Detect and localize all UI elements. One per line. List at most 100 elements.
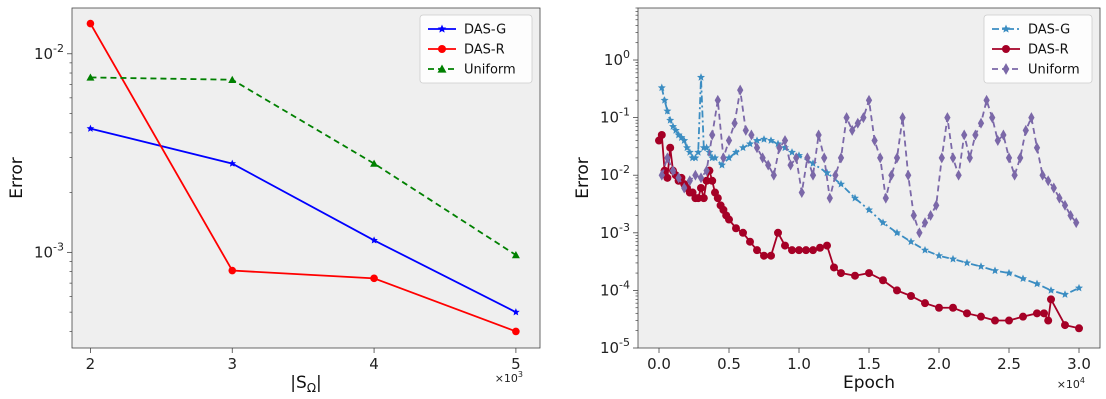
data-point (1011, 169, 1018, 181)
data-point (823, 241, 831, 250)
data-point (1019, 312, 1027, 321)
y-tick-label: 10-3 (600, 221, 630, 242)
series-das-r (86, 19, 520, 336)
data-point (972, 129, 979, 141)
data-point (879, 218, 887, 227)
data-point (977, 312, 985, 321)
series-line (660, 77, 1080, 296)
legend: DAS-G DAS-R Uniform (419, 14, 533, 84)
data-point (963, 258, 971, 267)
data-point (1047, 295, 1055, 304)
data-point (666, 116, 675, 124)
legend-entry: DAS-R (1028, 43, 1069, 58)
x-tick-label: 1.5 (857, 355, 881, 373)
data-point (854, 117, 861, 129)
data-point (843, 112, 850, 124)
data-point (680, 136, 689, 144)
data-point (1061, 321, 1069, 330)
data-point (657, 83, 666, 92)
legend-marker (438, 45, 446, 53)
data-point (921, 245, 929, 254)
data-point (770, 169, 777, 181)
data-point (709, 129, 716, 141)
data-point (795, 246, 803, 255)
x-tick-label: 4 (369, 355, 379, 373)
data-point (798, 187, 805, 199)
data-point (666, 143, 675, 152)
x-tick-label: 5 (511, 355, 521, 373)
series-line (90, 76, 517, 256)
data-point (1073, 217, 1080, 229)
legend-entry: DAS-G (1028, 23, 1070, 38)
x-axis-label: Epoch (843, 373, 895, 393)
data-point (714, 94, 721, 106)
data-point (683, 143, 691, 152)
data-point (991, 316, 999, 325)
x-tick-label: 3 (227, 355, 237, 373)
data-point (660, 96, 669, 104)
data-point (718, 160, 726, 169)
data-point (753, 246, 761, 255)
data-point (774, 228, 782, 237)
data-point (837, 152, 845, 164)
x-tick-label: 2.5 (997, 355, 1021, 373)
data-point (989, 112, 996, 124)
series-uniform (86, 73, 520, 259)
right-chart: 100 10-1 10-2 10-3 10-4 10-5 0.0 0.5 1.0 1.5 2.0 2.… (573, 7, 1101, 393)
legend-marker (1002, 63, 1010, 75)
data-point (879, 276, 887, 285)
series-das-g (657, 73, 1083, 298)
data-point (991, 266, 999, 275)
data-point (860, 112, 867, 124)
data-point (759, 152, 766, 164)
data-point (370, 159, 379, 167)
legend-entry: DAS-R (464, 43, 505, 58)
left-chart: 10-2 10-3 2 3 4 5×103 Error |SΩ| DAS-G DAS-R Unifo… (7, 7, 541, 395)
x-multiplier: ×103 (495, 370, 523, 385)
y-axis-label: Error (7, 157, 27, 198)
legend-box (419, 14, 533, 84)
data-point (697, 172, 705, 184)
data-point (697, 183, 705, 192)
data-point (663, 106, 672, 115)
y-tick-label: 10-1 (600, 106, 630, 127)
data-point (821, 152, 828, 164)
data-point (725, 215, 733, 224)
legend-box (983, 14, 1093, 84)
x-multiplier: ×104 (1057, 376, 1085, 391)
legend-entry: Uniform (464, 63, 516, 78)
data-point (849, 124, 856, 136)
data-point (1075, 324, 1083, 333)
data-point (949, 254, 957, 263)
data-point (692, 169, 699, 181)
data-point (1075, 283, 1083, 292)
data-point (1033, 142, 1041, 154)
y-tick-label: 10-2 (600, 163, 630, 184)
legend-entry: Uniform (1028, 63, 1080, 78)
x-tick-label: 0.0 (647, 355, 671, 373)
data-point (851, 271, 859, 280)
data-point (905, 169, 912, 181)
legend-marker (437, 24, 447, 33)
data-point (963, 309, 971, 318)
data-point (823, 168, 831, 177)
data-point (830, 263, 838, 272)
data-point (944, 112, 951, 124)
data-point (767, 136, 775, 144)
data-point (994, 135, 1001, 146)
data-point (731, 117, 738, 129)
data-point (893, 152, 901, 164)
data-point (787, 159, 794, 171)
data-point (742, 124, 749, 136)
legend-marker (437, 64, 447, 73)
data-point (955, 169, 962, 181)
data-point (511, 251, 520, 259)
data-point (1019, 274, 1027, 283)
data-point (802, 246, 810, 255)
data-point (675, 172, 682, 184)
data-point (871, 135, 878, 146)
data-point (1017, 152, 1024, 164)
data-point (228, 266, 237, 275)
data-point (697, 73, 705, 81)
data-point (888, 169, 895, 181)
